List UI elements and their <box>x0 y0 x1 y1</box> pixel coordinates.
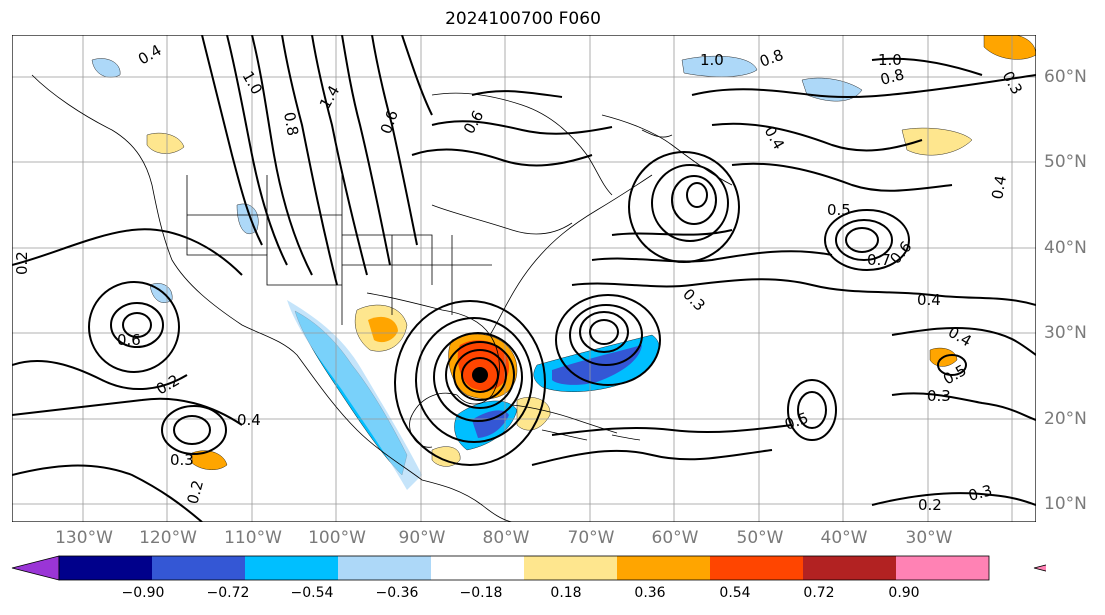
colorbar-cell <box>617 556 710 580</box>
lon-label: 110°W <box>224 528 282 548</box>
lat-label: 30°N <box>1044 323 1087 343</box>
colorbar-extend-low <box>11 555 60 581</box>
plot-title: 2024100700 F060 <box>445 9 601 29</box>
map-panel: 0.4 1.0 0.8 1.4 0.6 1.0 0.8 1.0 0.8 0.6 … <box>12 35 1036 522</box>
contour-label: 0.2 <box>183 478 207 506</box>
lat-label: 10°N <box>1044 494 1087 514</box>
lat-label: 40°N <box>1044 238 1087 258</box>
lat-label: 50°N <box>1044 152 1087 172</box>
lon-label: 50°W <box>736 528 784 548</box>
colorbar-tick: 0.18 <box>550 585 582 601</box>
contour-label: 0.4 <box>917 291 941 309</box>
colorbar-cell <box>431 556 524 580</box>
contour-label: 0.4 <box>237 411 261 429</box>
lon-label: 100°W <box>308 528 366 548</box>
contour-label: 0.8 <box>878 65 906 89</box>
positive-area-gulf-west-core <box>368 316 398 343</box>
positive-area-caribbean <box>431 446 461 467</box>
colorbar-cell <box>710 556 803 580</box>
strong-positive-area-hurricane <box>457 340 510 391</box>
lon-label: 90°W <box>398 528 446 548</box>
lat-label: 20°N <box>1044 409 1087 429</box>
colorbar-border <box>58 555 990 581</box>
positive-area-pacific-south <box>191 450 228 470</box>
contour-label: 0.3 <box>966 481 994 505</box>
colorbar-tick: 0.90 <box>888 585 920 601</box>
lon-label: 40°W <box>820 528 868 548</box>
contour-label: 0.4 <box>988 174 1010 201</box>
colorbar-extend-high <box>1033 564 1046 572</box>
colorbar-cell <box>524 556 617 580</box>
positive-area-pacific-west <box>146 132 185 154</box>
colorbar-cell <box>59 556 152 580</box>
colorbar-tick: −0.72 <box>206 585 250 601</box>
colorbar <box>11 555 1046 581</box>
lon-label: 130°W <box>55 528 113 548</box>
lon-label: 80°W <box>482 528 530 548</box>
contour-lines <box>12 35 1036 522</box>
colorbar-cell <box>803 556 896 580</box>
contour-label: 0.3 <box>927 387 951 405</box>
lon-label: 60°W <box>651 528 699 548</box>
lon-label: 30°W <box>905 528 953 548</box>
contour-label: 0.7 <box>867 251 891 269</box>
contour-label: 0.2 <box>918 496 942 514</box>
lon-label: 70°W <box>567 528 615 548</box>
contour-label: 0.8 <box>280 111 302 138</box>
colorbar-tick: 0.36 <box>634 585 666 601</box>
lon-label: 120°W <box>139 528 197 548</box>
hurricane-center <box>472 367 488 383</box>
colorbar-tick: −0.54 <box>290 585 334 601</box>
contour-label: 0.5 <box>827 201 851 219</box>
colorbar-cell <box>896 556 989 580</box>
lat-label: 60°N <box>1044 67 1087 87</box>
positive-area-northeast-atlantic <box>983 35 1036 60</box>
positive-area-labrador <box>901 127 973 156</box>
colorbar-tick: −0.36 <box>375 585 419 601</box>
contour-label: 0.3 <box>170 451 194 469</box>
colorbar-cell <box>338 556 431 580</box>
colorbar-cell <box>245 556 338 580</box>
contour-label: 0.2 <box>13 251 31 275</box>
negative-area-pacific-northwest <box>91 58 121 78</box>
negative-area-greenland <box>681 55 758 77</box>
graticule <box>12 35 1036 522</box>
negative-area-mexico-outline <box>287 300 422 490</box>
colorbar-cell <box>152 556 245 580</box>
strong-negative-area-hurricane-south <box>472 410 509 438</box>
contour-label: 0.6 <box>117 331 141 349</box>
colorbar-tick: −0.90 <box>121 585 165 601</box>
contour-label: 1.0 <box>700 51 724 69</box>
colorbar-tick: 0.54 <box>719 585 751 601</box>
colorbar-tick: −0.18 <box>459 585 503 601</box>
contour-label: 1.0 <box>878 51 902 69</box>
colorbar-tick: 0.72 <box>803 585 835 601</box>
